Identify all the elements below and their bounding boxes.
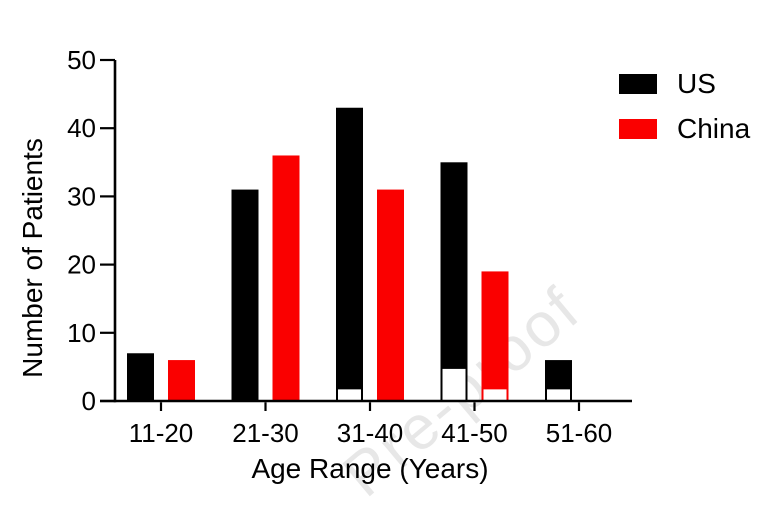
- open-bar-us-41-50: [440, 366, 468, 402]
- x-tick-label-31-40: 31-40: [337, 418, 404, 448]
- x-tick-label-21-30: 21-30: [232, 418, 299, 448]
- y-tick-label-10: 10: [67, 318, 96, 348]
- bar-us-11-20: [127, 353, 154, 401]
- bar-us-21-30: [231, 189, 259, 401]
- x-tick-label-11-20: 11-20: [129, 418, 194, 448]
- x-tick-label-41-50: 41-50: [441, 418, 508, 448]
- bar-china-11-20: [168, 360, 195, 401]
- legend-item-us: US: [619, 68, 750, 99]
- x-tick-label-51-60: 51-60: [546, 418, 613, 448]
- legend: US China: [619, 68, 751, 144]
- open-bar-us-31-40: [336, 387, 363, 402]
- x-axis-title: Age Range (Years): [251, 453, 488, 484]
- y-tick-label-0: 0: [82, 386, 96, 416]
- legend-swatch-china: [619, 119, 657, 139]
- y-tick-label-20: 20: [67, 250, 96, 280]
- legend-label-china: China: [677, 113, 751, 144]
- open-bar-china-41-50: [481, 387, 509, 402]
- legend-label-us: US: [677, 68, 716, 99]
- y-tick-label-50: 50: [67, 45, 96, 75]
- legend-item-china: China: [619, 113, 751, 144]
- open-bar-us-51-60: [545, 387, 572, 402]
- y-axis-title: Number of Patients: [17, 138, 48, 378]
- bar-china-21-30: [272, 155, 300, 401]
- bar-us-31-40: [336, 107, 363, 402]
- bar-china-31-40: [377, 189, 404, 401]
- legend-swatch-us: [619, 74, 657, 94]
- bar-us-41-50: [440, 162, 468, 401]
- y-tick-label-30: 30: [67, 181, 96, 211]
- bar-china-41-50: [481, 271, 509, 401]
- y-tick-label-40: 40: [67, 113, 96, 143]
